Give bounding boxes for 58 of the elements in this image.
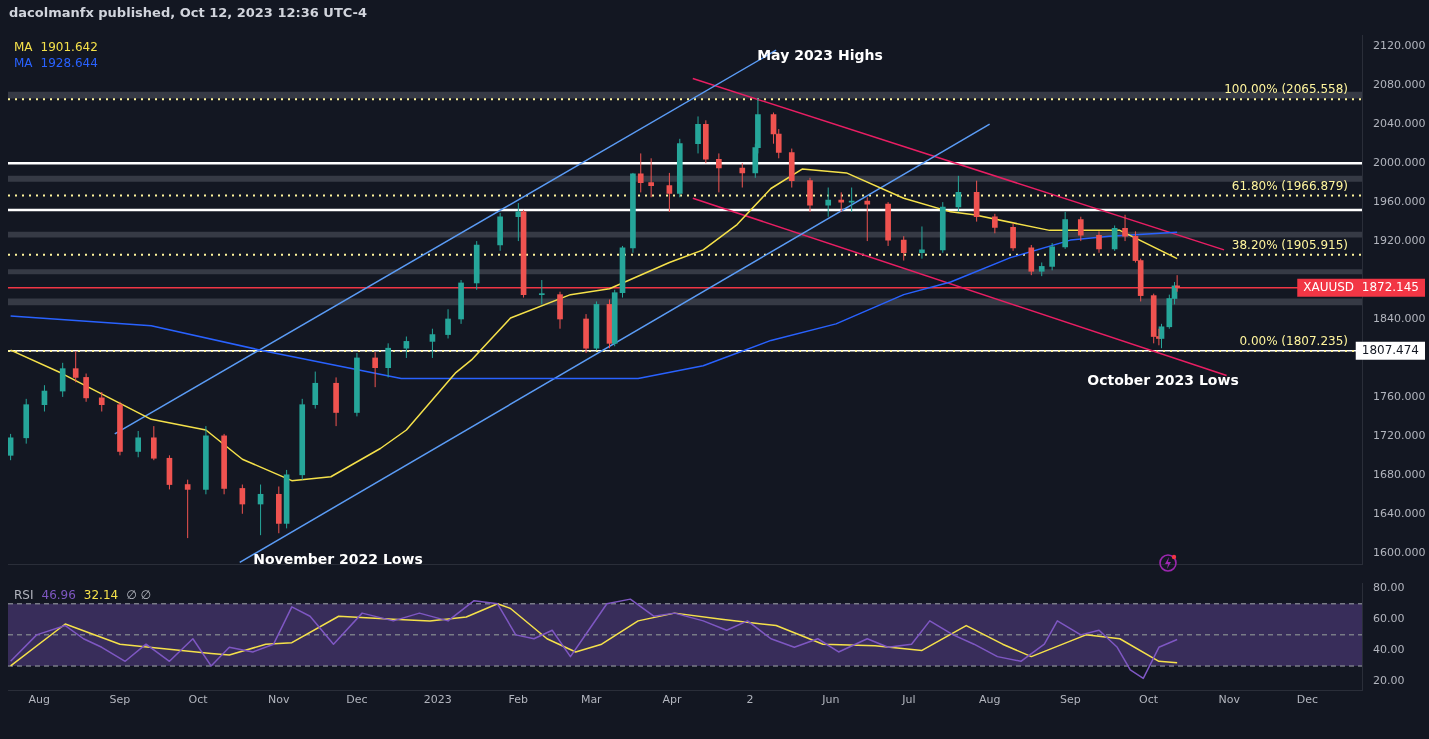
annotation: October 2023 Lows <box>1087 371 1239 388</box>
x-tick-label: Sep <box>109 693 131 707</box>
y-tick-label: 1600.000 <box>1373 545 1426 559</box>
x-tick-label: Nov <box>1218 693 1241 707</box>
y-tick-label: 1840.000 <box>1373 311 1426 325</box>
y-tick-label: 2120.000 <box>1373 39 1426 53</box>
x-tick-label: Oct <box>188 693 209 707</box>
y-tick-label: 1640.000 <box>1373 506 1426 520</box>
ref-line-label: XAUUSD 1872.145 <box>1303 279 1420 294</box>
y-tick-label: 1760.000 <box>1373 389 1426 403</box>
ref-line-label: 1807.474 <box>1361 342 1420 357</box>
candlestick <box>72 350 79 383</box>
annotation: 32.14 <box>83 587 119 602</box>
x-tick-label: Nov <box>268 693 291 707</box>
annotation: 46.96 <box>41 587 76 602</box>
ref-line-label: 0.00% (1807.235) <box>1239 334 1348 349</box>
x-tick-label: Dec <box>346 693 368 707</box>
x-tick-label: 2023 <box>423 693 452 707</box>
x-tick-label: Jul <box>901 693 916 707</box>
x-tick-label: 2 <box>746 693 754 707</box>
annotation: 1901.642 <box>40 39 98 54</box>
text: MA <box>14 55 34 70</box>
annotation: ∅ ∅ <box>126 587 151 602</box>
candlestick <box>611 289 618 347</box>
chart-title: dacolmanfx published, Oct 12, 2023 12:36 UTC-4 <box>9 5 368 20</box>
x-tick-label: Oct <box>1138 693 1159 707</box>
y-tick-label: 2080.000 <box>1373 78 1426 92</box>
x-tick-label: Sep <box>1060 693 1081 707</box>
x-tick-label: Dec <box>1296 693 1318 707</box>
x-tick-label: Aug <box>28 693 50 707</box>
text: MA <box>14 39 34 54</box>
y-tick-label: 2000.000 <box>1373 156 1426 170</box>
legend-title: RSI <box>14 587 34 602</box>
y-tick-label: 1960.000 <box>1373 194 1426 208</box>
y-tick-label: 1720.000 <box>1373 428 1426 442</box>
x-tick-label: Aug <box>978 693 1001 707</box>
y-tick-label: 40.00 <box>1373 643 1405 657</box>
y-tick-label: 1920.000 <box>1373 233 1426 247</box>
candlestick <box>538 279 545 305</box>
candlestick <box>135 430 142 458</box>
ref-line-label: 38.20% (1905.915) <box>1231 237 1348 252</box>
y-tick-label: 80.00 <box>1373 581 1405 595</box>
x-tick-label: Apr <box>662 693 682 707</box>
y-tick-label: 20.00 <box>1373 674 1405 688</box>
candlestick <box>648 157 654 198</box>
annotation: November 2022 Lows <box>253 550 423 567</box>
x-tick-label: Jun <box>821 693 840 707</box>
y-tick-label: 60.00 <box>1373 612 1405 626</box>
candlestick <box>1038 262 1045 277</box>
y-tick-label: 2040.000 <box>1373 117 1426 131</box>
annotation: 1928.644 <box>40 55 98 70</box>
ref-line-label: 100.00% (2065.558) <box>1224 82 1348 97</box>
ref-line-label: 61.80% (1966.879) <box>1231 178 1348 193</box>
x-tick-label: Feb <box>508 693 529 707</box>
x-tick-label: Mar <box>580 693 603 707</box>
y-tick-label: 1680.000 <box>1373 467 1426 481</box>
candlestick <box>150 425 157 461</box>
candlestick <box>1077 216 1084 242</box>
